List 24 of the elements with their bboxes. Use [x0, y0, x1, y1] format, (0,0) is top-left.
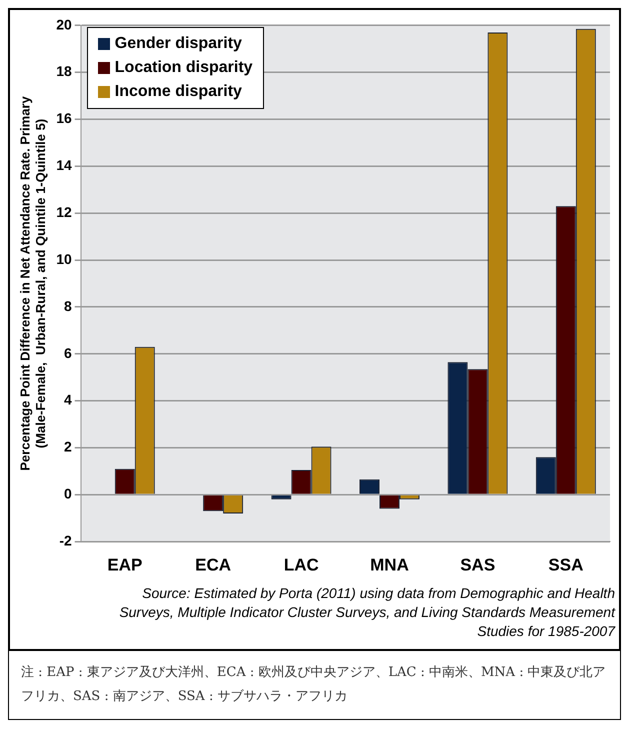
source-note: Source: Estimated by Porta (2011) using data from Demographic and Health Surveys, Multiple Indicator Cluster Surveys, and Living Standards Measurement Studies for 1985-2007 — [118, 584, 615, 641]
x-tick-label: LAC — [284, 555, 319, 574]
y-tick-label: 0 — [64, 486, 72, 502]
legend-label: Income disparity — [114, 82, 242, 102]
y-tick-label: 10 — [56, 250, 72, 267]
x-tick-label: MNA — [370, 555, 409, 574]
y-axis-title: Percentage Point Difference in Net Attendance Rate. Primary (Male-Female, Urban-Rural, and Quintile 1-Quintile 5) — [17, 96, 48, 471]
x-tick-label: SAS — [460, 555, 496, 574]
y-tick-label: 8 — [64, 298, 72, 314]
x-tick-label: SSA — [548, 555, 584, 574]
y-tick-label: 12 — [56, 204, 72, 220]
y-tick-label: 6 — [64, 344, 72, 361]
x-tick-label: EAP — [107, 555, 142, 574]
text: 注 : EAP : 東アジア及び大洋州、ECA : 欧州及び中央アジア、LAC : 中南米、MNA : 中東及び北アフリカ、SAS : 南アジア、SSA : サブサハラ・アフリカ — [8, 651, 621, 720]
y-tick-label: 18 — [56, 63, 72, 80]
y-tick-label: -2 — [59, 532, 72, 548]
y-tick-label: 20 — [56, 16, 72, 32]
x-tick-label: ECA — [195, 555, 232, 574]
y-tick-label: 14 — [56, 157, 72, 174]
y-tick-label: 2 — [64, 438, 72, 455]
legend-label: Gender disparity — [114, 34, 242, 54]
legend-label: Location disparity — [114, 58, 253, 78]
y-tick-label: 16 — [56, 110, 72, 126]
y-tick-label: 4 — [64, 392, 72, 408]
